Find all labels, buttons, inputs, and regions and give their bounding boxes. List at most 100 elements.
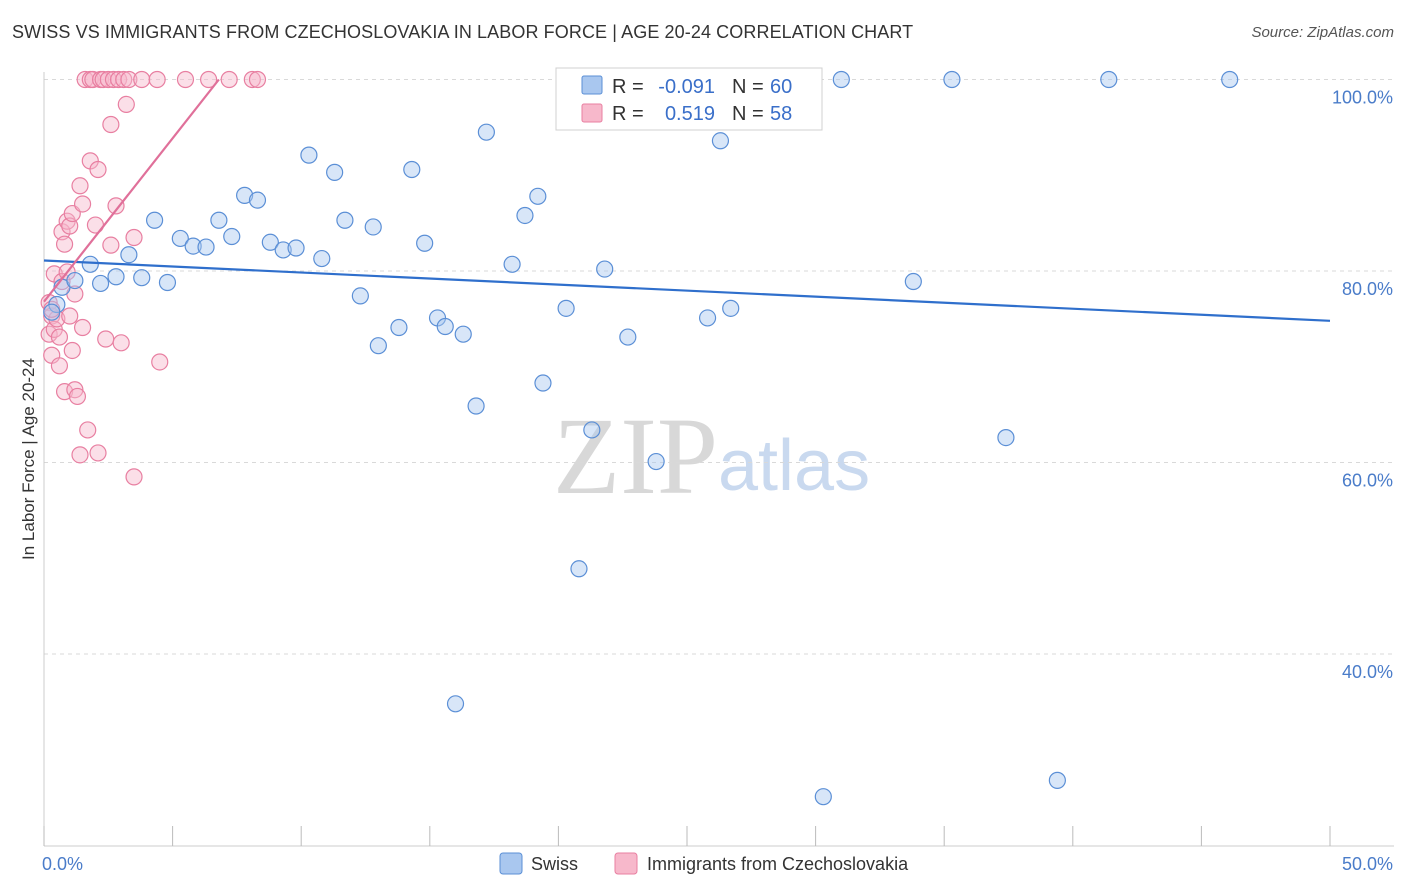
legend-swatch-swiss [581, 75, 603, 95]
czech-point [40, 325, 58, 343]
czech-point [243, 70, 261, 89]
swiss-point [107, 268, 125, 286]
swiss-point [158, 273, 177, 292]
swiss-point [436, 317, 454, 336]
czech-point [125, 228, 143, 247]
swiss-point [534, 374, 552, 392]
swiss-points [43, 70, 1239, 806]
swiss-point [364, 218, 382, 236]
swiss-point [133, 269, 151, 287]
series-legend: Swiss Immigrants from Czechoslovakia [499, 852, 909, 875]
swiss-point [261, 233, 279, 251]
czech-point [220, 70, 238, 89]
gridlines [44, 79, 1394, 655]
swiss-point [81, 255, 99, 273]
y-tick-label: 60.0% [1342, 471, 1393, 491]
czech-point [63, 341, 81, 360]
swiss-point [120, 246, 138, 264]
czech-point [120, 70, 138, 89]
czech-point [73, 195, 92, 213]
swiss-point [516, 206, 534, 225]
swiss-point [171, 229, 189, 248]
swiss-point [583, 421, 601, 439]
x-axis-tick-labels: 0.0% 50.0% [42, 854, 1393, 874]
czech-point [68, 387, 87, 406]
x-axis-ticks [43, 826, 1331, 846]
swiss-point [223, 227, 241, 246]
swiss-point [1221, 70, 1239, 89]
czech-point [89, 160, 107, 179]
series-legend-label-czech: Immigrants from Czechoslovakia [647, 854, 909, 874]
swiss-point [274, 241, 292, 259]
swiss-point [66, 271, 84, 290]
swiss-point [369, 337, 387, 355]
y-axis-tick-labels: 100.0% 80.0% 60.0% 40.0% [1332, 88, 1393, 683]
swiss-point [446, 695, 465, 713]
legend-r-label-czech: R = [612, 103, 644, 125]
swiss-point [477, 123, 495, 141]
swiss-point [596, 260, 614, 278]
watermark-atlas: atlas [718, 426, 870, 506]
swiss-point [300, 146, 318, 164]
swiss-point [184, 237, 202, 255]
czech-point [55, 235, 74, 253]
swiss-point [1048, 771, 1066, 789]
czech-point [71, 177, 89, 195]
swiss-point [904, 272, 922, 291]
swiss-point [403, 160, 421, 179]
swiss-point [997, 429, 1015, 447]
swiss-point [814, 788, 832, 806]
swiss-point [943, 70, 961, 89]
czech-point [148, 70, 166, 89]
watermark-zip: ZIP [553, 395, 718, 517]
series-legend-label-swiss: Swiss [531, 854, 578, 874]
czech-point [102, 115, 120, 134]
stats-legend: R = -0.091 N = 60 R = 0.519 N = 58 [555, 67, 823, 131]
swiss-point [570, 560, 588, 578]
swiss-point [336, 211, 354, 229]
axes [43, 72, 1394, 847]
czech-point [73, 318, 92, 337]
swiss-point [1100, 70, 1118, 89]
czech-point [200, 70, 218, 89]
czech-point [115, 70, 133, 89]
legend-r-label-swiss: R = [612, 76, 644, 98]
swiss-point [467, 397, 485, 415]
source-credit: Source: ZipAtlas.com [1251, 24, 1394, 41]
swiss-point [832, 70, 850, 89]
swiss-point [326, 163, 344, 181]
swiss-point [91, 274, 110, 293]
czech-point [117, 95, 135, 113]
czech-point [176, 70, 195, 89]
czech-point [97, 330, 115, 348]
legend-r-value-swiss: -0.091 [658, 76, 715, 98]
czech-point [66, 381, 84, 399]
swiss-point [503, 255, 521, 273]
legend-n-value-swiss: 60 [770, 76, 792, 98]
czech-point [50, 357, 69, 375]
legend-r-value-czech: 0.519 [665, 103, 715, 125]
series-legend-swatch-czech [614, 852, 638, 875]
legend-n-value-czech: 58 [770, 103, 792, 125]
czech-point [89, 444, 107, 462]
swiss-point [197, 238, 215, 256]
czech-point [125, 468, 143, 486]
czech-point [112, 334, 130, 352]
czech-point [79, 421, 97, 439]
czech-point [151, 353, 169, 371]
swiss-point [351, 287, 369, 305]
czech-point [55, 383, 74, 401]
swiss-point [619, 328, 637, 346]
legend-n-label-czech: N = [732, 103, 764, 125]
swiss-point [390, 318, 408, 337]
x-tick-label: 50.0% [1342, 854, 1393, 874]
chart-title: SWISS VS IMMIGRANTS FROM CZECHOSLOVAKIA … [12, 22, 914, 42]
swiss-point [454, 325, 472, 343]
swiss-point [313, 249, 331, 268]
swiss-point [145, 211, 164, 229]
series-legend-swatch-swiss [499, 852, 523, 875]
legend-n-label-swiss: N = [732, 76, 764, 98]
swiss-point [711, 132, 730, 150]
swiss-point [236, 186, 254, 204]
